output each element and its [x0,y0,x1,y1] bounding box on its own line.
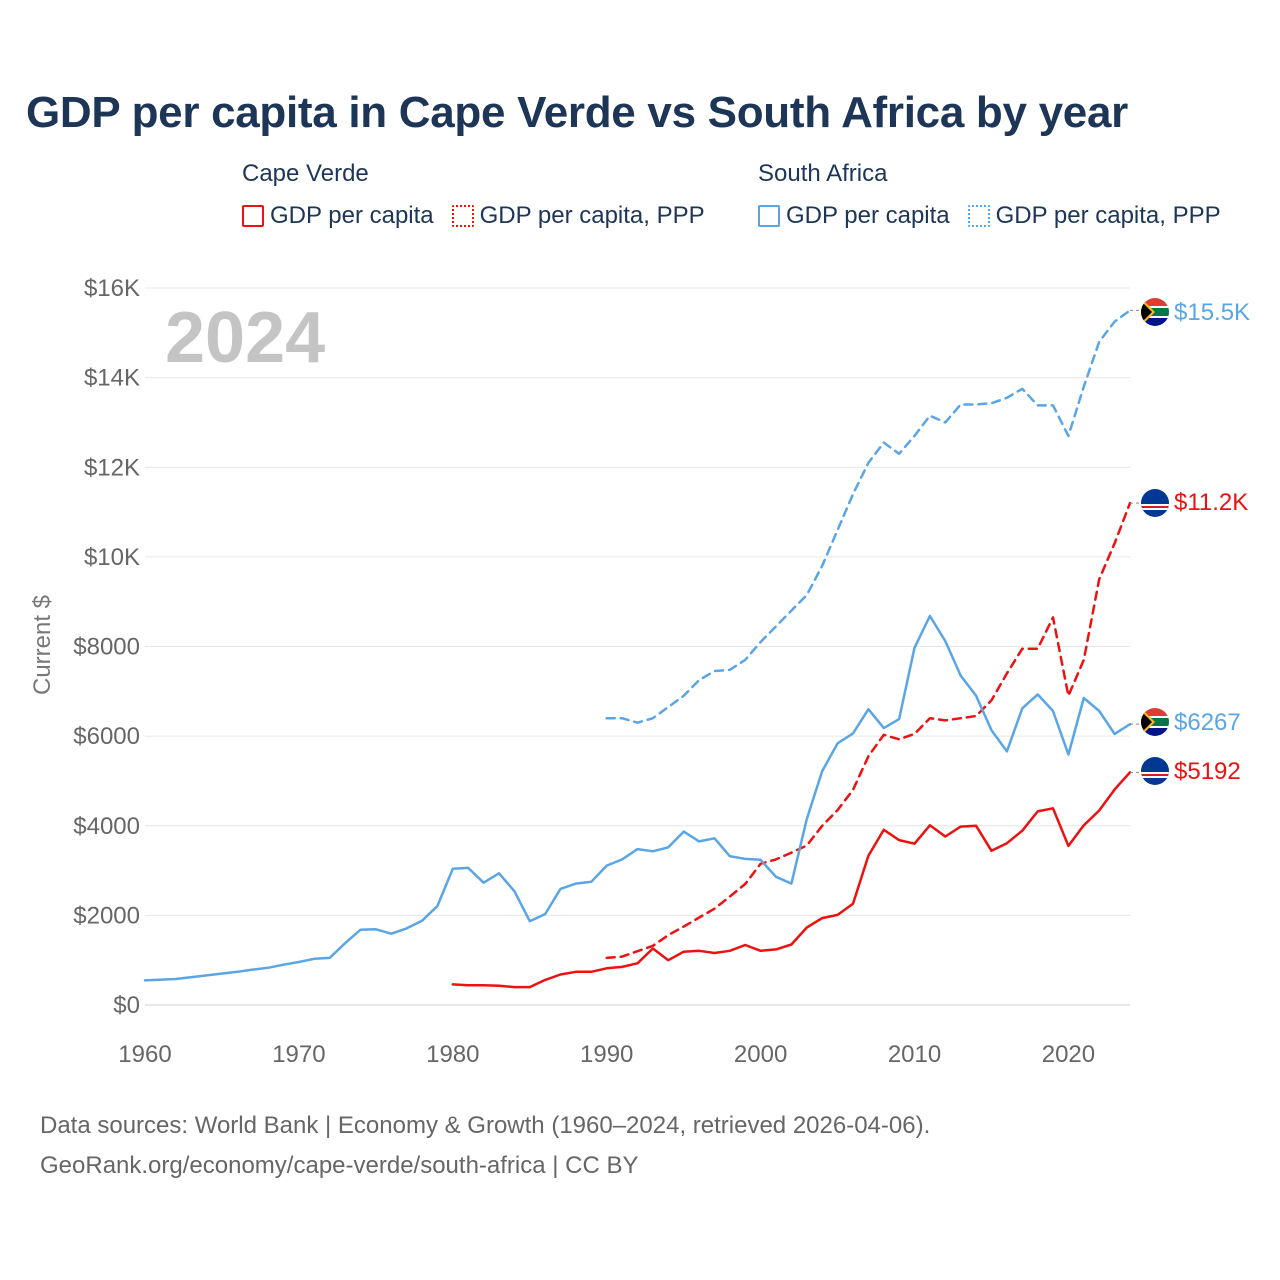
legend-group-cape-verde: Cape Verde GDP per capita GDP per capita… [242,160,705,230]
y-tick-label: $2000 [73,902,140,929]
data-source-note: Data sources: World Bank | Economy & Gro… [40,1112,931,1139]
year-watermark: 2024 [165,298,325,378]
legend-item-label: GDP per capita, PPP [995,202,1221,229]
end-label-cv-ppp: $11.2K [1174,489,1248,516]
legend-swatch-solid-icon [242,205,264,227]
end-label-za-gdp: $6267 [1174,709,1241,736]
x-tick-label: 2020 [1042,1041,1095,1068]
x-tick-label: 1990 [580,1041,633,1068]
x-tick-label: 1960 [118,1041,171,1068]
legend-swatch-dotted-icon [967,205,990,227]
end-label-za-ppp: $15.5K [1174,299,1250,326]
legend-swatch-dotted-icon [451,205,474,227]
legend-group-south-africa: South Africa GDP per capita GDP per capi… [758,160,1221,230]
legend-item-cv-gdp-ppp[interactable]: GDP per capita, PPP [451,202,705,230]
south-africa-flag-icon [1141,298,1169,326]
legend-item-cv-gdp[interactable]: GDP per capita [242,202,434,230]
y-tick-label: $10K [84,544,140,571]
y-tick-label: $8000 [73,634,140,661]
cape-verde-flag-icon [1141,757,1169,785]
x-tick-label: 2000 [734,1041,787,1068]
y-tick-label: $16K [84,275,140,302]
gridlines [145,287,1130,1006]
y-axis-ticks: $0 $2000 $4000 $6000 $8000 $10K $12K $14K $16K [73,275,140,1019]
x-tick-label: 1970 [272,1041,325,1068]
legend-item-label: GDP per capita [786,202,950,229]
legend-item-label: GDP per capita [270,202,434,229]
legend-item-za-gdp-ppp[interactable]: GDP per capita, PPP [967,202,1221,230]
x-axis-ticks: 1960 1970 1980 1990 2000 2010 2020 [118,1041,1095,1068]
x-tick-label: 1980 [426,1041,479,1068]
y-tick-label: $6000 [73,723,140,750]
footer: Data sources: World Bank | Economy & Gro… [40,1106,930,1186]
legend-item-za-gdp[interactable]: GDP per capita [758,202,950,230]
y-axis-label: Current $ [29,595,56,695]
series-line-3[interactable] [451,771,1132,989]
end-label-cv-gdp: $5192 [1174,758,1241,785]
legend-group-name: South Africa [758,160,888,187]
series-line-2[interactable] [143,614,1132,982]
legend-swatch-solid-icon [758,205,780,227]
series-line-1[interactable] [605,501,1132,960]
legend-item-label: GDP per capita, PPP [479,202,705,229]
chart-title: GDP per capita in Cape Verde vs South Af… [26,88,1128,137]
y-tick-label: $12K [84,454,140,481]
source-link[interactable]: GeoRank.org/economy/cape-verde/south-afr… [40,1152,639,1179]
legend-group-name: Cape Verde [242,160,369,187]
south-africa-flag-icon [1141,708,1169,736]
y-tick-label: $0 [113,992,140,1019]
series-lines [143,309,1142,989]
line-chart: 2024 $0$2000$4000$6000$8000$10K$12K$14K$… [29,275,1250,1068]
series-line-0[interactable] [605,309,1132,724]
y-tick-label: $14K [84,365,140,392]
x-tick-label: 2010 [888,1041,941,1068]
y-tick-label: $4000 [73,813,140,840]
cape-verde-flag-icon [1141,489,1169,517]
